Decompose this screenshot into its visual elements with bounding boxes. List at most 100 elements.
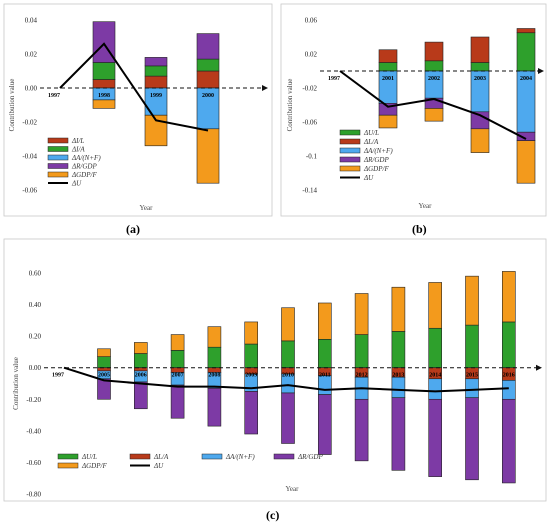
year-label: 1999 [150,93,162,99]
bar-segment-dla [516,28,536,34]
bar-segment-drgdp [501,398,516,484]
panel-a-frame [3,3,273,217]
year-label: 1998 [98,93,110,99]
zero-line-arrow [262,85,268,91]
bar-segment-danf [391,376,406,399]
y-tick-label: 0.20 [29,333,42,341]
year-label: 2006 [135,373,147,379]
bar-segment-drgdp [281,392,295,444]
legend-swatch [339,165,361,172]
year-label: 2012 [356,373,368,379]
legend-label: ΔGDP/F [71,171,97,179]
legend-swatch [57,462,79,469]
year-label: 2014 [429,373,441,379]
bar-segment-dul [144,65,168,77]
year-label: 1997 [328,76,340,82]
y-axis-label: Contribution value [12,357,20,410]
bar-segment-dgdpf [470,128,490,153]
panel-label-b: (b) [412,222,427,236]
legend-label: ΔR/GDP [363,156,389,164]
year-label: 2010 [282,373,294,379]
legend-swatch [273,453,295,460]
bar-segment-dul [501,321,516,369]
legend-swatch [339,147,361,154]
bar-segment-dgdpf [207,326,222,348]
legend-swatch [47,171,69,178]
bar-segment-dul [170,350,185,369]
bar-segment-dul [317,338,332,369]
y-tick-label: 0.00 [25,85,38,93]
bar-segment-dul [428,327,443,369]
bar-segment-dla [470,36,490,63]
y-tick-label: -0.14 [302,187,317,195]
bar-segment-dgdpf [134,342,148,354]
bar-segment-dgdpf [516,140,536,184]
chart-panel-c: 0.60 0.40 0.20 0.00 -0.20 -0.40 -0.60 -0.80 Cont… [12,270,542,499]
bar-segment-dgdpf [244,321,258,345]
bar-segment-drgdp [97,378,111,400]
bar-segment-dgdpf [428,282,443,329]
bar-segment-dgdpf [317,302,332,340]
legend-swatch [47,137,69,144]
bar-segment-dul [97,356,111,369]
y-tick-label: -0.04 [22,153,37,161]
zero-line-arrow [538,68,544,74]
bar-segment-dul [354,334,369,369]
delta-u-line [339,70,527,140]
legend-swatch [339,129,361,136]
legend-swatch [129,453,151,460]
y-tick-label: -0.06 [22,187,37,195]
bar-segment-danf [428,378,443,400]
bar-segment-danf [465,378,479,399]
legend-label: ΔR/GDP [297,453,323,461]
legend-swatch [47,146,69,152]
y-tick-label: -0.60 [26,459,41,467]
bar-segment-dul [465,324,479,369]
y-tick-label: -0.40 [26,427,41,435]
legend-swatch [47,163,69,169]
legend-swatch [339,156,361,163]
panel-label-a: (a) [126,222,140,236]
legend-label: ΔGDP/F [81,462,107,470]
legend-label: ΔU [71,180,82,188]
legend-label: ΔU/L [363,129,379,137]
legend-label: ΔL/A [363,138,379,146]
year-label: 2004 [520,76,532,82]
bar-segment-drgdp [391,397,406,471]
x-axis-label: Year [419,202,433,210]
bar-segment-dgdpf [378,114,398,129]
y-axis-label: Contribution value [8,79,16,132]
legend-label: ΔGDP/F [363,165,389,173]
legend-label: ΔU [363,174,374,182]
year-label: 2011 [319,373,331,379]
bar-segment-drgdp [207,387,222,427]
y-tick-label: -0.06 [302,119,317,127]
y-tick-label: 0.06 [305,17,318,25]
bar-segment-dgdpf [92,99,116,109]
bar-segment-drgdp [134,381,148,410]
delta-u-line [63,366,509,393]
bar-segment-dul [244,343,258,369]
bar-segment-dul [391,331,406,369]
y-tick-label: 0.60 [29,270,42,278]
year-label: 2016 [503,373,515,379]
chart-panel-a: 0.04 0.02 0.00 -0.02 -0.04 -0.06 Contribution … [8,17,268,212]
zero-line-arrow [536,364,542,371]
bar-segment-dul [378,62,398,72]
bar-segment-dgdpf [424,108,444,122]
y-axis-label: Contribution value [286,79,294,132]
year-label: 2003 [474,76,486,82]
x-axis-label: Year [286,485,300,493]
legend-swatch [57,453,79,460]
year-label: 2001 [382,76,394,82]
year-label: 2007 [172,373,184,379]
bar-segment-dla [378,49,398,63]
year-label: 2013 [392,373,404,379]
bar-segment-dul [424,60,444,72]
legend-swatch [201,453,223,460]
bar-segment-dul [516,32,536,72]
legend-label: ΔA/(N+F) [225,453,255,461]
bar-segment-drgdp [144,57,168,67]
y-tick-label: -0.20 [26,396,41,404]
